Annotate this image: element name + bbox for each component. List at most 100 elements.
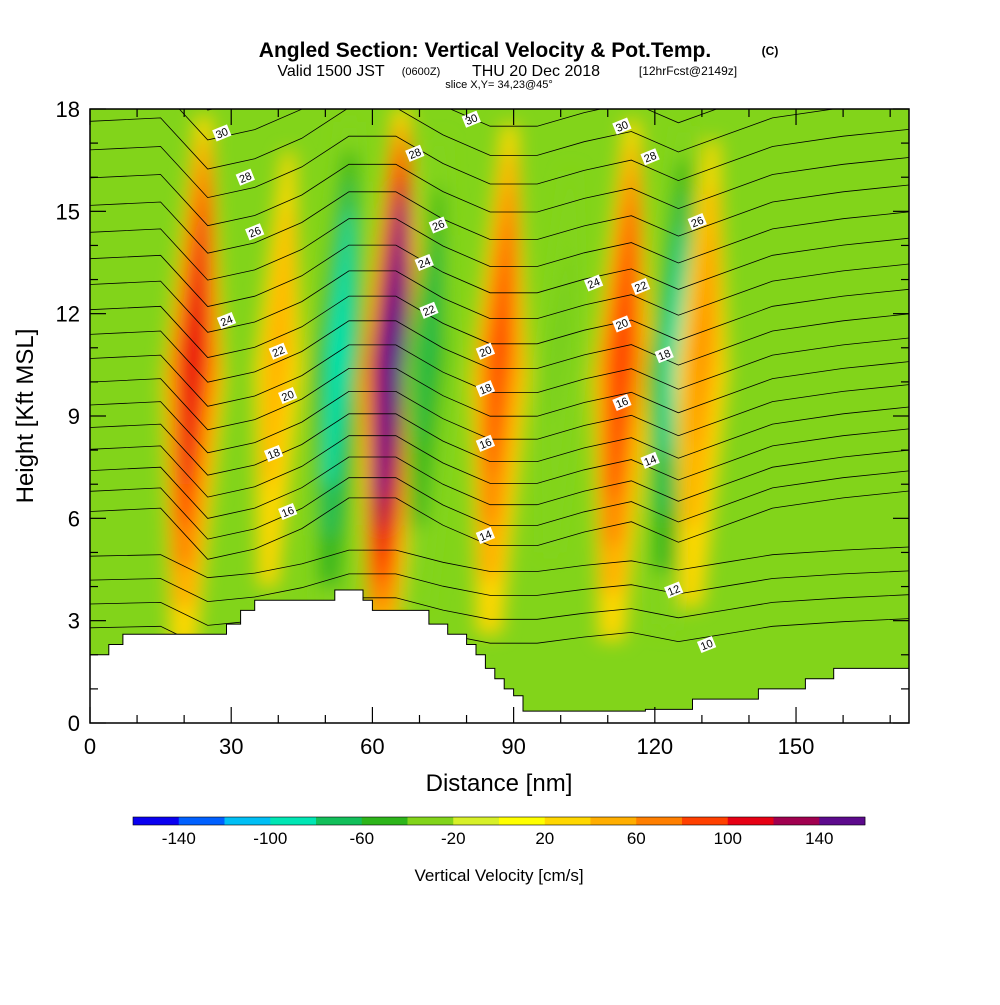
contour-label: 22: [268, 342, 288, 360]
contour-label-text: 14: [643, 453, 659, 469]
pot-temp-contour: [90, 313, 909, 383]
contour-label-bg: [278, 502, 298, 521]
y-tick-label: 3: [68, 609, 80, 634]
pot-temp-contour: [178, 109, 718, 141]
y-tick-label: 6: [68, 506, 80, 531]
contour-label: 16: [278, 502, 298, 521]
chart-title: Angled Section: Vertical Velocity & Pot.…: [259, 39, 711, 62]
contour-label-bg: [475, 526, 496, 544]
colorbar-tick-label: -140: [162, 829, 196, 848]
velocity-band-7-3: [606, 204, 636, 497]
pot-temp-contour: [90, 157, 909, 227]
contour-label: 20: [612, 315, 632, 333]
contour-label-bg: [235, 168, 255, 186]
y-tick-label: 9: [68, 404, 80, 429]
contour-label: 28: [235, 168, 255, 186]
contour-label: 24: [583, 274, 604, 292]
colorbar-swatch: [636, 817, 683, 825]
contour-label-text: 22: [633, 279, 649, 295]
colorbar-tick-label: 140: [805, 829, 833, 848]
x-tick-label: 90: [501, 734, 525, 759]
contour-label: 20: [278, 386, 298, 405]
contour-label-text: 30: [214, 126, 230, 142]
colorbar-swatch: [590, 817, 637, 825]
contour-label-text: 28: [238, 170, 254, 186]
colorbar-swatch: [819, 817, 866, 825]
contour-label-bg: [212, 124, 232, 142]
colorbar-swatch: [361, 817, 408, 825]
pot-temp-contour: [90, 470, 909, 540]
y-tick-label: 0: [68, 711, 80, 736]
contour-label: 18: [654, 346, 674, 364]
contour-label-text: 30: [464, 112, 480, 128]
colorbar-label: Vertical Velocity [cm/s]: [414, 866, 583, 885]
contour-label-bg: [612, 393, 632, 411]
pot-temp-contour: [90, 361, 909, 431]
contour-label-bg: [696, 635, 717, 654]
contour-label-text: 24: [586, 276, 602, 292]
colorbar-tick-label: 60: [627, 829, 646, 848]
contour-label-text: 26: [431, 218, 447, 234]
chart-title-mark: (C): [762, 44, 779, 58]
contour-label-text: 14: [478, 528, 494, 544]
y-tick-label: 15: [56, 199, 80, 224]
contour-label-text: 18: [657, 348, 673, 364]
colorbar-swatch: [407, 817, 454, 825]
contour-label-bg: [278, 386, 298, 405]
contour-label-bg: [583, 274, 604, 292]
y-tick-label: 12: [56, 302, 80, 327]
pot-temp-contour: [90, 184, 909, 254]
contour-label-bg: [612, 117, 632, 135]
contour-label-text: 26: [690, 215, 706, 231]
x-axis-label: Distance [nm]: [426, 770, 573, 797]
forecast-text: [12hrFcst@2149z]: [639, 64, 737, 78]
velocity-band-9-2: [689, 235, 714, 444]
pot-temp-contour: [90, 263, 909, 333]
contour-label-text: 20: [478, 344, 494, 360]
contour-label-text: 20: [614, 317, 630, 333]
contour-label-bg: [419, 301, 439, 319]
pot-temp-contour: [90, 546, 909, 579]
x-tick-label: 30: [219, 734, 243, 759]
contour-label-bg: [268, 342, 288, 360]
contour-label-text: 22: [421, 303, 437, 319]
pot-temp-contour: [90, 570, 909, 603]
contour-label: 26: [245, 223, 265, 241]
contour-label-text: 26: [247, 225, 263, 241]
valid-date-text: THU 20 Dec 2018: [472, 63, 600, 80]
colorbar-swatch: [499, 817, 546, 825]
y-axis-label: Height [Kft MSL]: [12, 329, 39, 504]
contour-label: 12: [664, 581, 684, 599]
contour-label: 14: [475, 526, 496, 544]
x-tick-label: 150: [778, 734, 815, 759]
velocity-band-3-6: [375, 203, 405, 498]
contour-label-text: 24: [219, 314, 235, 330]
pot-temp-contour: [90, 211, 909, 281]
contour-label-text: 16: [478, 436, 494, 452]
contour-label: 26: [428, 216, 448, 234]
contour-label-bg: [245, 223, 265, 241]
terrain-mask: [90, 589, 909, 723]
velocity-band-2-3: [324, 211, 353, 485]
velocity-band-6-1: [549, 251, 572, 416]
slice-text: slice X,Y= 34,23@45°: [445, 79, 553, 91]
contour-label-bg: [687, 213, 707, 231]
contour-label-bg: [475, 342, 496, 360]
colorbar-swatch: [316, 817, 363, 825]
contour-label: 20: [475, 342, 496, 360]
colorbar-swatch: [727, 817, 774, 825]
colorbar-frame: [132, 816, 866, 826]
contour-label: 30: [212, 124, 232, 142]
colorbar-tick-label: -20: [441, 829, 466, 848]
contour-label: 30: [612, 117, 632, 135]
pot-temp-contour: [90, 406, 909, 476]
pot-temp-contour: [90, 490, 909, 560]
contour-label: 16: [612, 393, 632, 411]
contour-label-bg: [263, 444, 284, 463]
pot-temp-contour: [90, 109, 837, 170]
contour-label: 14: [640, 451, 660, 469]
contour-label-bg: [405, 144, 425, 162]
colorbar-swatch: [682, 817, 729, 825]
